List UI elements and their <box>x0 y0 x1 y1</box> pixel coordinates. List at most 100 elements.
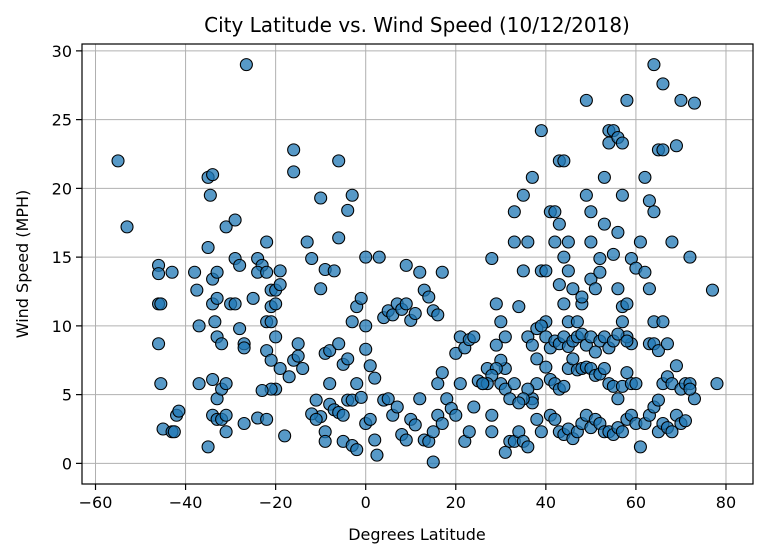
data-point <box>203 188 217 202</box>
data-point <box>260 412 274 426</box>
data-point <box>219 220 233 234</box>
data-point <box>408 418 422 432</box>
data-point <box>368 433 382 447</box>
data-point <box>521 440 535 454</box>
data-point <box>453 377 467 391</box>
data-point <box>408 306 422 321</box>
data-point <box>152 337 166 351</box>
data-point <box>489 297 503 311</box>
data-point <box>291 337 305 351</box>
x-axis-label: Degrees Latitude <box>348 525 486 544</box>
data-point <box>314 282 328 296</box>
x-tick-label: −20 <box>259 493 293 512</box>
data-point <box>327 264 341 278</box>
data-point <box>705 283 720 297</box>
data-point <box>165 265 179 279</box>
data-point <box>593 251 607 266</box>
data-point <box>305 251 319 266</box>
data-point <box>593 265 607 279</box>
data-point <box>566 282 580 296</box>
data-point <box>467 330 481 344</box>
x-tick-label: −60 <box>79 493 113 512</box>
data-point <box>597 217 611 231</box>
data-point <box>426 425 440 439</box>
data-point <box>190 283 204 297</box>
data-point <box>318 434 332 448</box>
data-point <box>264 315 278 329</box>
y-tick-label: 15 <box>52 248 72 267</box>
data-point <box>273 278 287 292</box>
data-point <box>656 315 670 329</box>
data-point <box>633 235 647 249</box>
data-point <box>683 250 697 264</box>
x-tick-label: 60 <box>626 493 646 512</box>
data-point <box>557 297 571 311</box>
data-point <box>615 425 629 439</box>
data-point <box>372 250 386 264</box>
data-point <box>588 282 602 296</box>
data-point <box>269 297 283 311</box>
data-point <box>651 344 665 358</box>
data-point <box>239 58 253 72</box>
chart-title: City Latitude vs. Wind Speed (10/12/2018… <box>204 13 630 37</box>
data-point <box>665 425 679 439</box>
data-point <box>332 231 346 245</box>
data-point <box>575 290 589 304</box>
data-point <box>548 235 562 249</box>
data-point <box>498 330 512 344</box>
data-point <box>264 353 278 367</box>
x-tick-label: 80 <box>716 493 736 512</box>
y-tick-label: 10 <box>52 317 72 336</box>
data-point <box>521 235 535 249</box>
data-points <box>111 58 724 469</box>
data-point <box>642 194 656 208</box>
data-point <box>172 404 186 418</box>
data-point <box>507 205 521 219</box>
data-point <box>399 433 413 447</box>
data-point <box>345 315 359 329</box>
data-point <box>332 337 346 351</box>
data-point <box>208 315 222 329</box>
data-point <box>584 205 598 219</box>
data-point <box>370 448 384 462</box>
data-point <box>534 425 548 439</box>
data-point <box>710 377 724 391</box>
data-point <box>309 412 323 426</box>
data-point <box>552 217 566 231</box>
data-point <box>219 425 233 439</box>
data-point <box>530 352 544 366</box>
data-point <box>485 425 499 439</box>
data-point <box>206 168 220 182</box>
data-point <box>638 170 652 184</box>
data-point <box>516 188 530 202</box>
data-point <box>314 191 328 205</box>
data-point <box>246 291 260 305</box>
data-point <box>359 319 373 333</box>
data-point <box>642 282 656 296</box>
data-point <box>413 265 427 279</box>
data-point <box>350 443 364 457</box>
data-point <box>255 383 269 398</box>
data-point <box>260 235 274 249</box>
data-point <box>539 360 553 374</box>
data-point <box>579 188 593 202</box>
data-point <box>579 93 593 107</box>
data-point <box>476 377 490 391</box>
data-point <box>611 225 625 239</box>
data-point <box>354 390 368 404</box>
data-point <box>282 370 296 384</box>
data-point <box>462 425 476 439</box>
data-point <box>291 349 305 363</box>
data-point <box>620 334 634 348</box>
data-point <box>431 308 445 322</box>
data-point <box>359 250 373 264</box>
data-point <box>512 300 526 314</box>
plot-frame <box>81 43 754 485</box>
data-point <box>588 345 602 359</box>
data-point <box>683 382 697 396</box>
data-point <box>615 188 629 202</box>
data-point <box>237 416 251 431</box>
data-point <box>332 154 346 168</box>
data-point <box>467 400 481 414</box>
data-point <box>219 377 233 391</box>
